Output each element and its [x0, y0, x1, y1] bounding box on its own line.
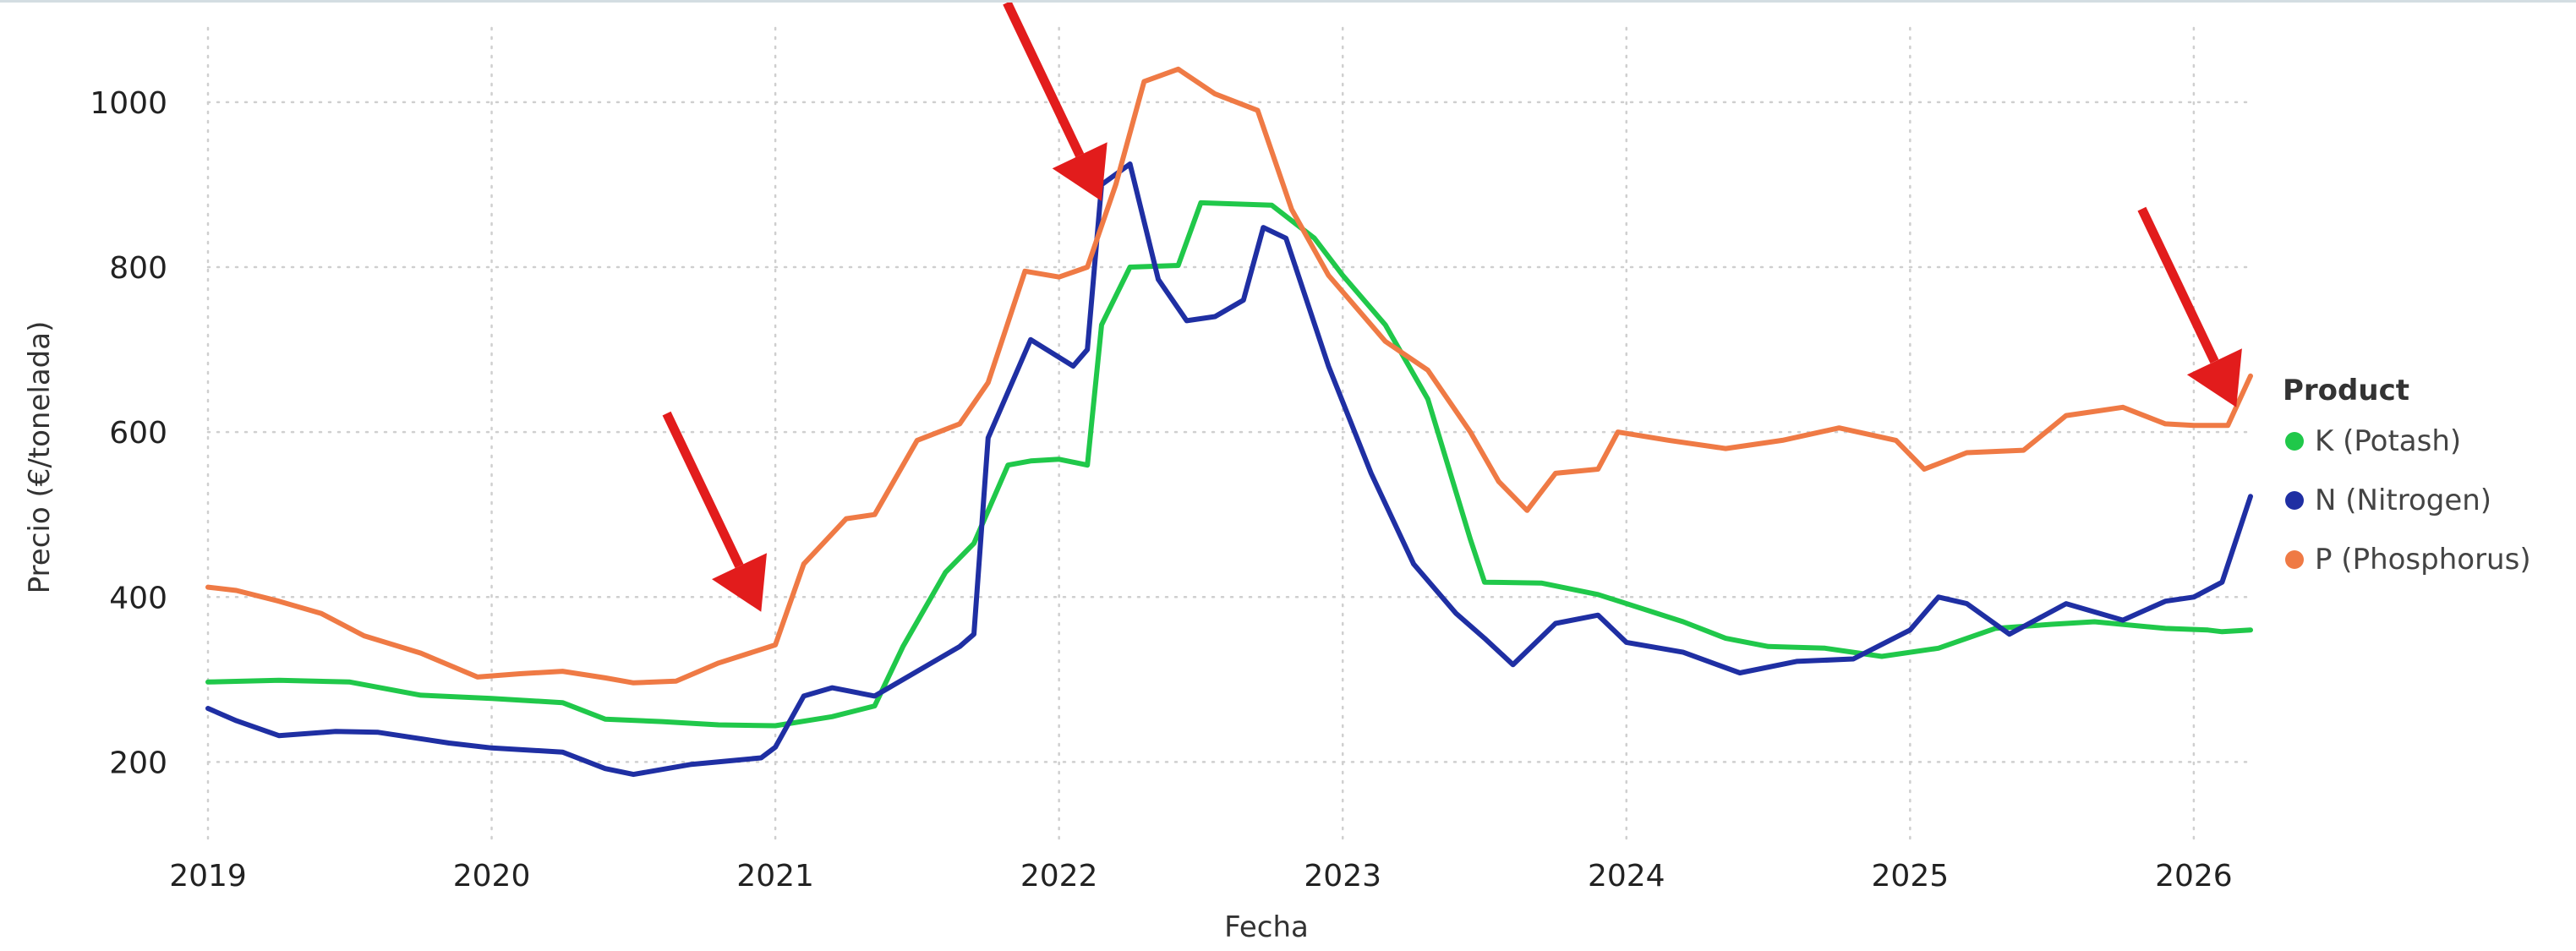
- arrow-shaft: [662, 411, 744, 569]
- y-tick-label: 1000: [90, 86, 167, 121]
- arrow-head: [2186, 348, 2242, 407]
- legend-items: K (Potash) N (Nitrogen) P (Phosphorus): [2285, 424, 2531, 577]
- legend-label: K (Potash): [2315, 424, 2461, 458]
- legend-item-n[interactable]: N (Nitrogen): [2285, 484, 2491, 517]
- x-tick-label: 2026: [2155, 859, 2233, 894]
- x-tick-label: 2022: [1020, 859, 1098, 894]
- red-arrow: [2137, 206, 2242, 407]
- legend-item-p[interactable]: P (Phosphorus): [2285, 543, 2531, 577]
- y-axis-ticks: 200 400 600 800 1000: [90, 86, 167, 781]
- x-tick-label: 2021: [736, 859, 814, 894]
- arrow-shaft: [2137, 206, 2219, 364]
- x-tick-label: 2020: [453, 859, 531, 894]
- y-tick-label: 600: [109, 416, 167, 451]
- legend-title: Product: [2283, 374, 2409, 407]
- x-tick-label: 2023: [1304, 859, 1381, 894]
- y-tick-label: 800: [109, 251, 167, 286]
- series-line-k[interactable]: [205, 199, 2253, 729]
- legend-marker: [2285, 550, 2304, 569]
- arrow-head: [712, 553, 767, 612]
- legend[interactable]: Product K (Potash) N (Nitrogen) P (Phospho…: [2283, 374, 2531, 577]
- x-tick-label: 2019: [169, 859, 247, 894]
- line-chart: 200 400 600 800 1000 2019 2020 2021 2022 2023 202…: [23, 3, 2531, 944]
- annotations: [662, 3, 2242, 612]
- series-line-n[interactable]: [205, 161, 2253, 778]
- y-tick-label: 400: [109, 581, 167, 615]
- x-tick-label: 2025: [1872, 859, 1950, 894]
- arrow-head: [1052, 142, 1108, 201]
- legend-marker: [2285, 432, 2304, 451]
- legend-marker: [2285, 491, 2304, 510]
- x-axis-ticks: 2019 2020 2021 2022 2023 2024 2025 2026: [169, 859, 2233, 894]
- legend-label: P (Phosphorus): [2315, 543, 2531, 577]
- y-axis-title: Precio (€/tonelada): [23, 321, 57, 594]
- series-line-p[interactable]: [205, 66, 2253, 686]
- red-arrow: [662, 411, 767, 612]
- x-tick-label: 2024: [1588, 859, 1665, 894]
- y-tick-label: 200: [109, 746, 167, 780]
- legend-label: N (Nitrogen): [2315, 484, 2491, 517]
- x-axis-title: Fecha: [1224, 910, 1309, 944]
- legend-item-k[interactable]: K (Potash): [2285, 424, 2461, 458]
- red-arrow: [1003, 3, 1108, 201]
- arrow-shaft: [1003, 3, 1085, 158]
- series: [205, 66, 2253, 778]
- grid: [206, 26, 2252, 846]
